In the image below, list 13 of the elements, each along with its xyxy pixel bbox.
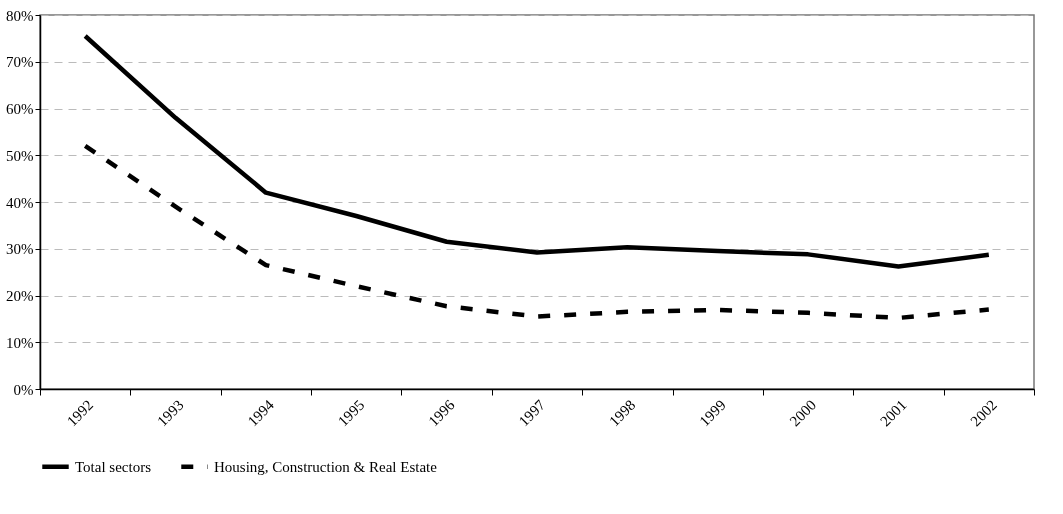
y-tick-label: 40%	[6, 194, 34, 211]
y-tick-label: 0%	[13, 381, 34, 398]
y-tick-label: 80%	[6, 7, 34, 24]
y-tick-label: 10%	[6, 334, 34, 351]
legend-label: Housing, Construction & Real Estate	[214, 458, 438, 475]
line-series	[82, 33, 992, 269]
y-tick-label: 20%	[6, 288, 34, 304]
y-tick-label: 30%	[6, 241, 34, 258]
legend-label: Total sectors	[75, 458, 152, 475]
line-series	[82, 143, 992, 321]
y-tick-label: 60%	[6, 101, 34, 117]
y-tick-label: 50%	[6, 147, 34, 164]
y-tick-label: 70%	[6, 54, 34, 71]
